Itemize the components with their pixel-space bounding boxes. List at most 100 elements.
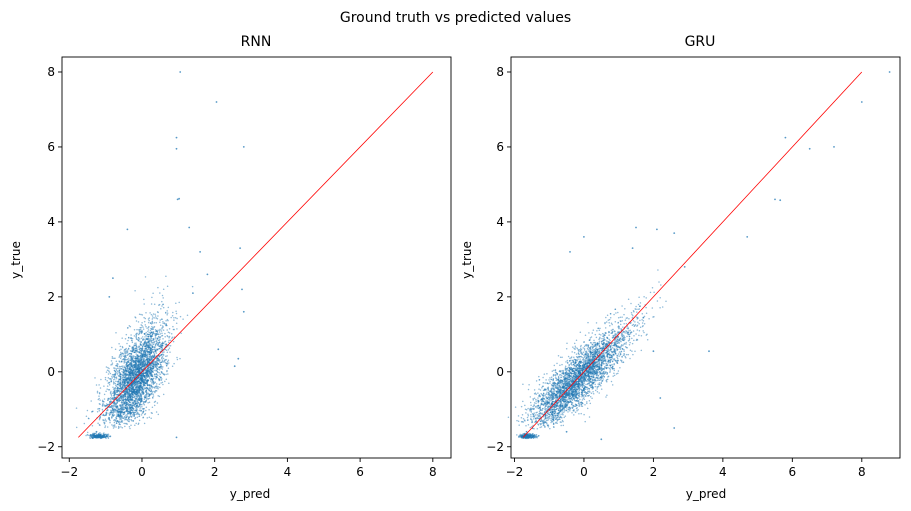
scatter-point (110, 417, 113, 419)
scatter-point (106, 412, 108, 414)
scatter-point (121, 381, 124, 383)
scatter-point (125, 379, 128, 381)
scatter-point (152, 351, 155, 354)
scatter-point (143, 349, 146, 352)
y-tick-label: −2 (37, 440, 55, 454)
scatter-point (113, 381, 115, 384)
scatter-point (101, 408, 104, 411)
scatter-point (116, 372, 118, 374)
scatter-point (147, 398, 150, 400)
scatter-point (135, 345, 138, 348)
scatter-point (157, 335, 160, 338)
scatter-point (129, 378, 132, 380)
scatter-point (136, 408, 138, 410)
scatter-point (147, 361, 149, 364)
scatter-point (158, 395, 161, 398)
scatter-point (598, 392, 600, 394)
scatter-point (127, 374, 129, 377)
scatter-point (148, 369, 151, 371)
scatter-point (121, 360, 123, 363)
scatter-point (176, 358, 179, 361)
scatter-point (146, 353, 149, 355)
scatter-point (175, 436, 178, 439)
y-tick-label: 0 (47, 365, 55, 379)
scatter-point (135, 400, 137, 402)
scatter-point (136, 396, 139, 398)
scatter-point (127, 326, 129, 329)
scatter-point (112, 414, 114, 416)
scatter-point (132, 347, 134, 349)
scatter-point (611, 363, 613, 366)
scatter-point (135, 342, 137, 344)
scatter-point (517, 415, 520, 417)
scatter-point (578, 405, 580, 408)
scatter-point (124, 350, 127, 353)
scatter-point (126, 364, 129, 367)
scatter-point (152, 313, 155, 315)
scatter-point (109, 372, 112, 375)
scatter-point (86, 409, 89, 412)
scatter-point (133, 380, 135, 383)
scatter-point (104, 426, 106, 429)
scatter-point (215, 101, 218, 103)
scatter-point (141, 403, 143, 406)
scatter-point (583, 398, 586, 400)
scatter-point (124, 348, 127, 351)
scatter-point (144, 324, 147, 326)
scatter-point (141, 389, 144, 391)
scatter-point (123, 391, 126, 394)
scatter-point (107, 399, 109, 402)
scatter-point (112, 386, 114, 388)
scatter-point (156, 376, 159, 379)
scatter-point (135, 347, 138, 350)
scatter-point (99, 415, 101, 418)
scatter-point (161, 328, 163, 330)
scatter-point (168, 332, 171, 334)
scatter-point (136, 328, 138, 331)
scatter-point (133, 405, 136, 407)
scatter-point (533, 427, 535, 430)
scatter-point (138, 419, 141, 422)
scatter-point (145, 325, 147, 328)
scatter-point (167, 373, 169, 375)
scatter-point (150, 380, 152, 383)
scatter-point (99, 417, 101, 419)
scatter-point (133, 396, 135, 399)
scatter-point (140, 341, 142, 344)
scatter-point (130, 387, 133, 389)
scatter-point (144, 352, 146, 354)
scatter-point (123, 362, 125, 364)
scatter-point (123, 411, 126, 414)
y-axis-label-rnn: y_true (9, 241, 23, 279)
scatter-point (154, 337, 156, 340)
scatter-point (112, 406, 114, 408)
scatter-point (111, 397, 114, 399)
scatter-point (106, 408, 109, 411)
figure-suptitle: Ground truth vs predicted values (340, 10, 571, 26)
scatter-point (133, 360, 135, 362)
scatter-point (130, 370, 132, 373)
scatter-point (137, 340, 140, 342)
scatter-point (105, 390, 107, 392)
scatter-point (125, 333, 128, 336)
scatter-point (154, 317, 156, 319)
scatter-point (128, 364, 130, 366)
scatter-point (165, 355, 167, 357)
scatter-point (131, 372, 133, 375)
scatter-point (134, 367, 137, 369)
scatter-point (592, 329, 595, 331)
scatter-point (639, 302, 642, 304)
scatter-point (143, 380, 146, 382)
scatter-point (167, 335, 169, 338)
scatter-point (160, 365, 162, 367)
scatter-point (118, 397, 120, 399)
scatter-point (98, 397, 100, 400)
scatter-point (165, 358, 168, 361)
scatter-point (126, 401, 128, 404)
scatter-point (147, 367, 149, 370)
scatter-point (648, 317, 650, 320)
scatter-point (157, 363, 160, 365)
scatter-point (75, 407, 78, 409)
scatter-point (139, 370, 142, 373)
scatter-point (121, 394, 123, 397)
